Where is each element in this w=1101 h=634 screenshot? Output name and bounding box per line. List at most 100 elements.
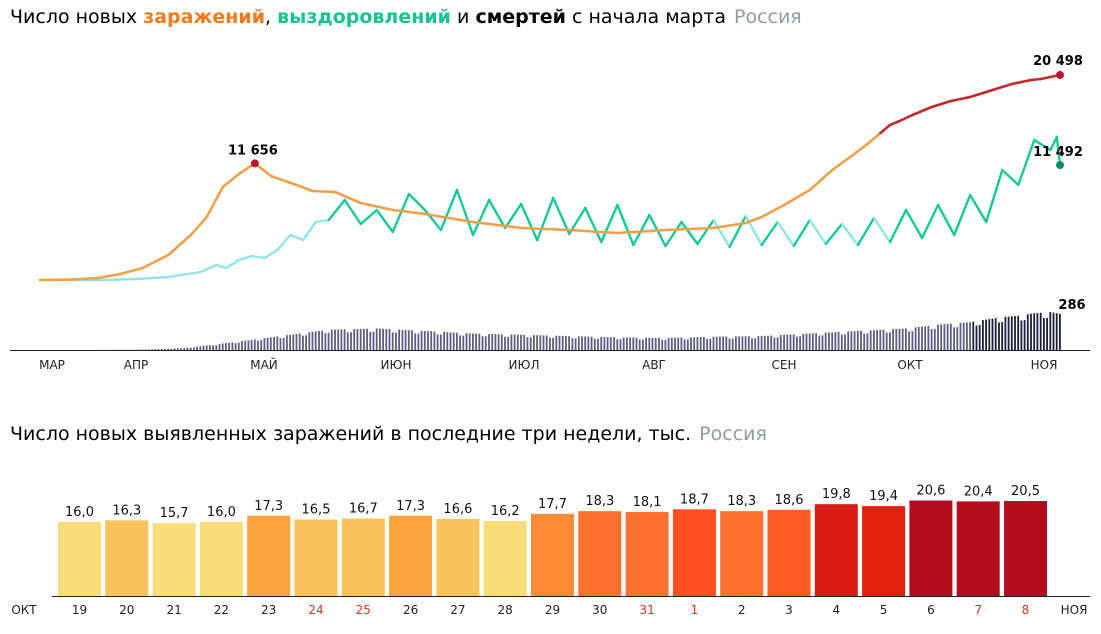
deaths-bar — [991, 318, 994, 350]
deaths-bar — [779, 335, 782, 350]
day-tick-label: 3 — [785, 603, 793, 617]
deaths-bar — [597, 338, 599, 350]
deaths-bar — [677, 337, 680, 350]
deaths-bar — [712, 336, 715, 350]
deaths-bar — [978, 325, 981, 350]
deaths-bar — [189, 347, 192, 350]
recoveries-line-segment — [728, 214, 747, 249]
deaths-bar — [593, 338, 596, 350]
deaths-bar — [626, 337, 628, 350]
bar-value-label: 20,4 — [964, 484, 993, 499]
deaths-bar — [295, 334, 298, 350]
recoveries-line-segment — [301, 220, 317, 242]
bar-value-label: 17,3 — [396, 499, 425, 514]
deaths-bar — [933, 328, 936, 350]
deaths-bar — [500, 334, 503, 350]
infections-line-segment — [981, 88, 994, 95]
deaths-bar — [433, 331, 436, 350]
recoveries-line-segment — [1055, 135, 1062, 167]
recoveries-line-segment — [936, 203, 956, 237]
recoveries-last-dot — [1056, 161, 1064, 170]
deaths-bar — [459, 335, 461, 350]
bar-value-label: 18,3 — [727, 494, 756, 509]
infections-line-segment — [920, 105, 934, 113]
day-tick-label: 20 — [119, 603, 134, 617]
bar — [767, 509, 811, 596]
deaths-bar — [1023, 320, 1026, 350]
deaths-bar — [1049, 312, 1052, 350]
deaths-bar — [571, 338, 574, 350]
deaths-bar — [388, 329, 391, 350]
deaths-bar — [237, 342, 240, 350]
deaths-bar — [905, 328, 907, 350]
day-tick-label: 31 — [639, 603, 654, 617]
infections-line-segment — [118, 266, 144, 276]
bar — [152, 523, 196, 596]
deaths-bar — [1036, 313, 1039, 350]
deaths-bar — [363, 328, 365, 350]
deaths-bar — [257, 340, 259, 350]
deaths-bar — [385, 329, 388, 350]
title-suffix: с начала марта — [565, 6, 726, 28]
day-tick-label: 28 — [498, 603, 513, 617]
deaths-bar — [731, 338, 734, 350]
deaths-bar — [667, 337, 670, 350]
recoveries-line-segment — [167, 270, 202, 279]
infections-line-segment — [70, 276, 99, 281]
deaths-bar — [930, 329, 933, 350]
deaths-bar — [452, 332, 455, 350]
deaths-bar — [844, 334, 846, 350]
deaths-bar — [561, 335, 564, 350]
day-tick-label: 5 — [880, 603, 888, 617]
deaths-bar — [276, 336, 279, 350]
deaths-bar — [520, 334, 522, 350]
infections-line-segment — [311, 189, 337, 194]
bar-value-label: 18,3 — [585, 494, 614, 509]
deaths-bar — [1014, 316, 1016, 350]
bar — [862, 506, 906, 596]
infections-line-segment — [616, 228, 667, 235]
deaths-bar — [439, 334, 442, 350]
deaths-bar — [622, 337, 625, 350]
deaths-bar — [263, 338, 266, 350]
month-axis-labels: МАР АПР МАЙ ИЮН ИЮЛ АВГ СЕН ОКТ НОЯ — [39, 357, 1057, 372]
deaths-bar — [215, 345, 218, 350]
infections-line-segment — [295, 183, 314, 193]
deaths-bar — [725, 336, 728, 350]
deaths-bar — [645, 337, 647, 350]
deaths-bar — [1004, 316, 1007, 350]
deaths-bar — [581, 336, 583, 350]
deaths-bar — [366, 328, 368, 350]
recoveries-line-segment — [487, 198, 507, 230]
deaths-bar — [244, 340, 247, 350]
deaths-bar — [953, 327, 955, 350]
deaths-bar — [715, 336, 718, 350]
infections-line-segment — [782, 188, 812, 207]
deaths-bar — [1043, 318, 1045, 350]
bar — [436, 519, 480, 596]
infections-line-segment — [567, 228, 619, 235]
bars: 16,01916,32015,72116,02217,32316,52416,7… — [58, 484, 1047, 617]
deaths-bar — [818, 335, 821, 350]
deaths-bar — [199, 346, 202, 350]
deaths-bar — [850, 331, 853, 350]
bar — [956, 501, 1000, 596]
day-tick-label: 2 — [738, 603, 746, 617]
deaths-bar — [1007, 316, 1010, 350]
bar-value-label: 20,5 — [1011, 484, 1040, 499]
deaths-bar — [658, 337, 660, 350]
deaths-bar — [302, 335, 304, 350]
deaths-bar — [642, 339, 644, 350]
month-label: АВГ — [642, 358, 666, 372]
deaths-bar — [279, 338, 282, 350]
deaths-bar — [516, 334, 519, 350]
deaths-bar — [584, 336, 587, 350]
deaths-bar — [398, 329, 400, 350]
infections-line-segment — [391, 208, 427, 216]
deaths-bar — [430, 331, 433, 350]
deaths-bar — [747, 336, 750, 350]
day-tick-label: 8 — [1022, 603, 1030, 617]
deaths-bar — [901, 328, 904, 350]
bar-value-label: 16,2 — [491, 504, 520, 519]
infections-line-segment — [1039, 75, 1052, 81]
